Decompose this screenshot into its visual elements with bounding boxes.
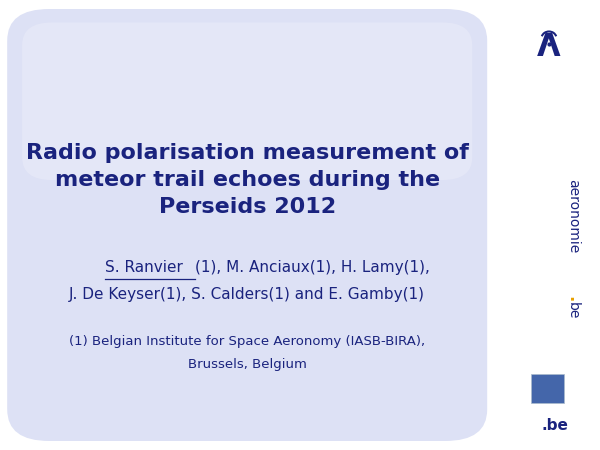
Text: be: be (566, 302, 580, 319)
FancyBboxPatch shape (7, 9, 487, 441)
Text: .: . (564, 296, 582, 302)
Text: .be: .be (542, 418, 568, 433)
Text: (1) Belgian Institute for Space Aeronomy (IASB-BIRA),: (1) Belgian Institute for Space Aeronomy… (69, 336, 425, 348)
Text: Λ: Λ (537, 33, 561, 62)
Text: S. Ranvier: S. Ranvier (105, 260, 183, 275)
Text: Brussels, Belgium: Brussels, Belgium (188, 358, 307, 371)
Text: J. De Keyser(1), S. Calders(1) and E. Gamby(1): J. De Keyser(1), S. Calders(1) and E. Ga… (69, 287, 425, 302)
Text: aeronomie: aeronomie (566, 179, 580, 253)
FancyBboxPatch shape (22, 22, 472, 180)
Bar (531, 374, 564, 403)
Text: (1), M. Anciaux(1), H. Lamy(1),: (1), M. Anciaux(1), H. Lamy(1), (195, 260, 430, 275)
Text: Radio polarisation measurement of
meteor trail echoes during the
Perseids 2012: Radio polarisation measurement of meteor… (26, 143, 469, 217)
Bar (498, 0, 600, 450)
